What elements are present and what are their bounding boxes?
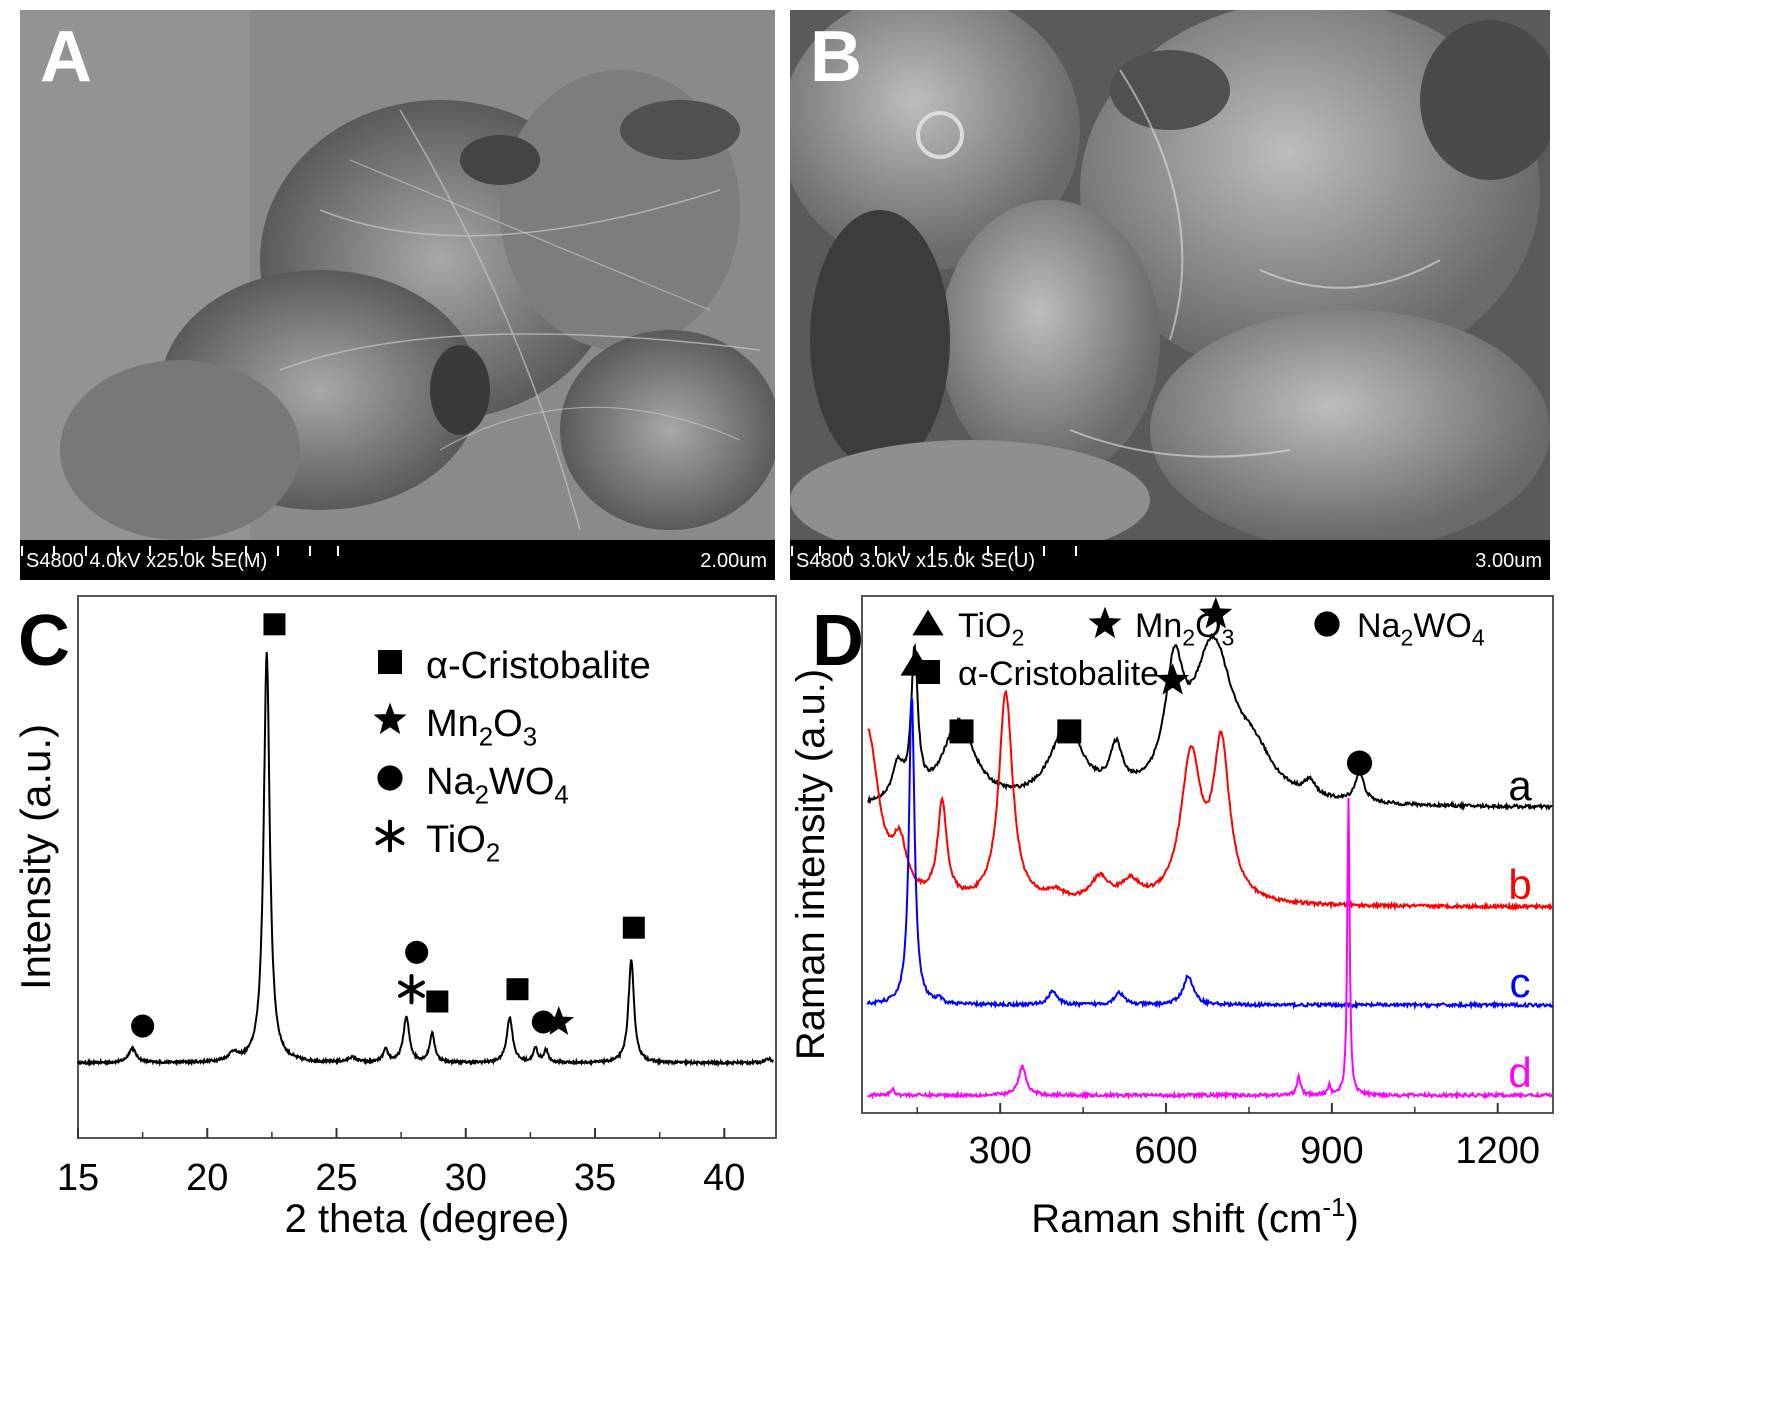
x-axis-label-d: Raman shift (cm-1) bbox=[1031, 1192, 1359, 1241]
peak-marker-c-circle bbox=[131, 1014, 155, 1038]
y-axis-label-d: Raman intensity (a.u.) bbox=[789, 669, 833, 1060]
legend-symbol-c-circle bbox=[377, 765, 403, 791]
peak-marker-c-circle bbox=[405, 940, 429, 964]
peak-marker-d-circle bbox=[1346, 750, 1373, 776]
x-tick-label-c-25: 25 bbox=[315, 1157, 357, 1199]
x-tick-label-c-30: 30 bbox=[445, 1157, 487, 1199]
panel-label-b: B bbox=[810, 17, 862, 97]
sem-texture-a bbox=[20, 10, 775, 580]
x-tick-label-c-35: 35 bbox=[574, 1157, 616, 1199]
peak-marker-c-square bbox=[622, 916, 645, 939]
raman-trace-a bbox=[867, 632, 1553, 812]
x-tick-label-c-40: 40 bbox=[703, 1157, 745, 1199]
scale-ticks-a bbox=[21, 546, 339, 556]
raman-trace-b bbox=[867, 689, 1554, 912]
legend-symbol-c-asterisk bbox=[375, 819, 405, 853]
sem-scale-b: 3.00um bbox=[1475, 550, 1542, 572]
peak-marker-c-circle bbox=[531, 1010, 555, 1034]
sem-scale-a: 2.00um bbox=[700, 550, 767, 572]
legend-label-c-circle: Na2WO4 bbox=[426, 761, 569, 810]
panel-label-d: D bbox=[812, 601, 864, 681]
sem-info-bar-b: S4800 3.0kV x15.0k SE(U) 3.00um bbox=[790, 540, 1550, 580]
peak-marker-d-square bbox=[949, 719, 974, 744]
legend-label-c-square: α-Cristobalite bbox=[426, 645, 651, 687]
legend-label-d-circle: Na2WO4 bbox=[1357, 607, 1485, 651]
legend-label-c-star: Mn2O3 bbox=[426, 703, 537, 752]
x-tick-label-c-20: 20 bbox=[186, 1157, 228, 1199]
legend-symbol-d-star bbox=[1088, 606, 1122, 639]
peak-marker-c-square bbox=[426, 990, 449, 1013]
series-label-a: a bbox=[1508, 762, 1532, 809]
legend-label-d-triangle: TiO2 bbox=[958, 607, 1024, 651]
legend-symbol-c-square bbox=[378, 650, 402, 674]
sem-texture-b bbox=[790, 10, 1550, 580]
x-tick-label-d-600: 600 bbox=[1134, 1130, 1197, 1172]
x-tick-label-d-300: 300 bbox=[968, 1130, 1031, 1172]
legend-symbol-d-square bbox=[916, 660, 940, 684]
sem-image-b: B S4800 3.0kV x15.0k SE(U) 3.00um bbox=[790, 10, 1550, 580]
series-label-d: d bbox=[1508, 1049, 1531, 1096]
plot-frame-d bbox=[861, 595, 1554, 1114]
peak-marker-d-square bbox=[1057, 719, 1082, 744]
plot-frame-c bbox=[77, 595, 777, 1139]
xrd-trace bbox=[77, 651, 774, 1068]
legend-symbol-c-asterisk-stroke bbox=[375, 826, 405, 846]
raman-trace-d bbox=[867, 797, 1554, 1101]
legend-label-d-star: Mn2O3 bbox=[1135, 607, 1234, 651]
sem-image-a: A S4800 4.0kV x25.0k SE(M) 2.00um bbox=[20, 10, 775, 580]
x-tick-label-d-1200: 1200 bbox=[1455, 1130, 1540, 1172]
legend-symbol-c-star bbox=[373, 702, 407, 735]
series-label-c: c bbox=[1510, 959, 1531, 1006]
sem-info-b: S4800 3.0kV x15.0k SE(U) bbox=[796, 550, 1036, 572]
peak-marker-c-square bbox=[263, 613, 286, 636]
peak-marker-d-star bbox=[1199, 596, 1233, 629]
legend-label-d-square: α-Cristobalite bbox=[958, 655, 1159, 693]
sem-info-bar-a: S4800 4.0kV x25.0k SE(M) 2.00um bbox=[20, 540, 775, 580]
raman-trace-c bbox=[866, 696, 1554, 1011]
legend-symbol-d-circle bbox=[1314, 611, 1340, 637]
legend-symbol-d-triangle bbox=[912, 609, 944, 636]
legend-label-c-asterisk: TiO2 bbox=[426, 819, 500, 868]
scale-ticks-b bbox=[791, 546, 1077, 556]
y-axis-label-c: Intensity (a.u.) bbox=[12, 724, 59, 990]
peak-marker-c-asterisk bbox=[398, 974, 425, 1005]
peak-marker-c-asterisk-stroke bbox=[398, 980, 425, 998]
peak-marker-c-square bbox=[506, 978, 529, 1001]
panel-label-c: C bbox=[18, 601, 70, 681]
panel-label-a: A bbox=[40, 17, 92, 97]
x-tick-label-c-15: 15 bbox=[57, 1157, 99, 1199]
series-label-b: b bbox=[1508, 861, 1531, 908]
peak-marker-c-star bbox=[543, 1006, 574, 1035]
x-axis-label-c: 2 theta (degree) bbox=[285, 1197, 570, 1241]
peak-marker-d-star bbox=[1156, 663, 1190, 695]
x-tick-label-d-900: 900 bbox=[1300, 1130, 1363, 1172]
